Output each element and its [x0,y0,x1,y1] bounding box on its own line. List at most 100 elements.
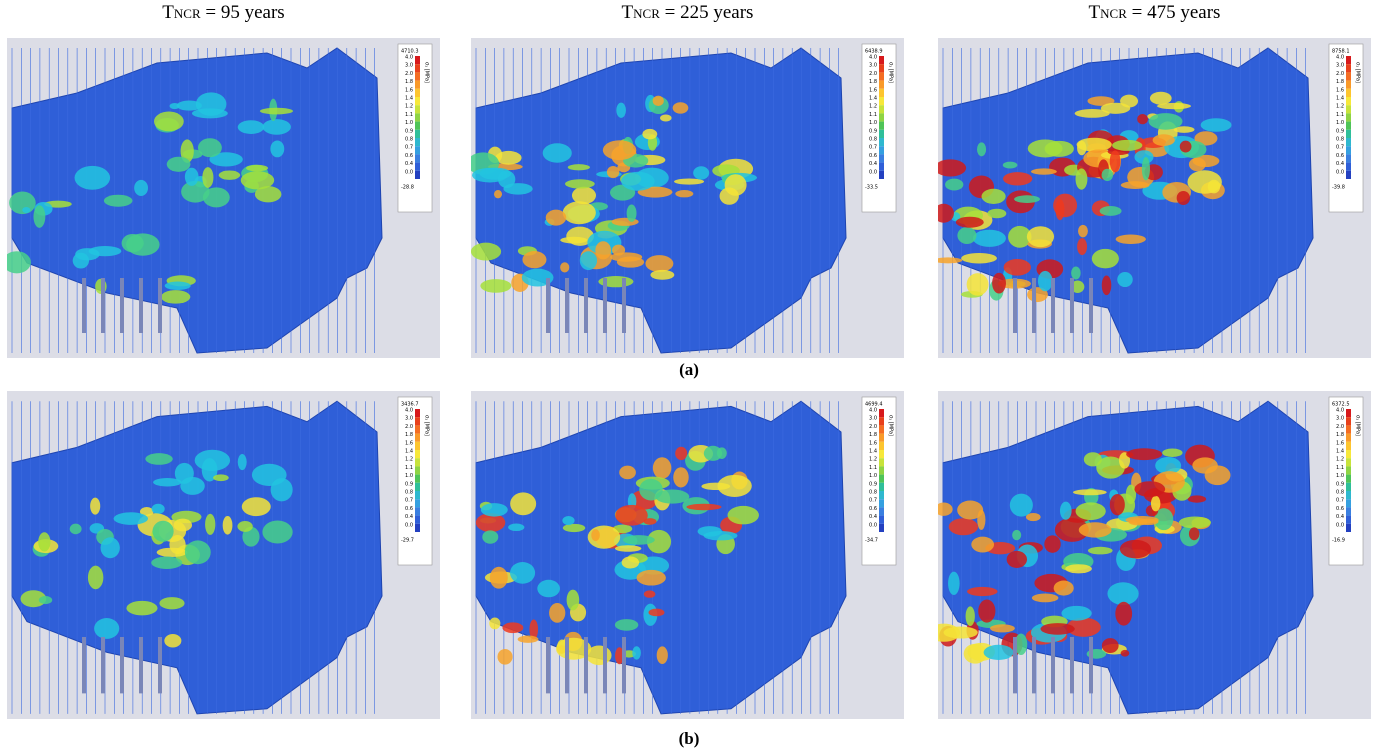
legend-scale-label: 1.8 [1336,432,1344,438]
legend-swatch [879,113,884,122]
legend-swatch [879,162,884,171]
stress-zone [1053,193,1078,218]
stress-zone [1101,275,1112,296]
stress-zone [205,513,216,535]
stress-zone [656,646,668,665]
stress-zone [153,478,182,487]
legend-swatch [1346,146,1351,155]
stress-zone [703,530,738,541]
legend-scale-label: 0.4 [405,514,413,520]
stress-zone [1012,529,1022,541]
stress-zone [1014,195,1040,203]
legend-swatch [415,129,420,138]
legend-swatch [415,162,420,171]
stress-zone [675,446,688,461]
stress-zone [1072,489,1107,496]
legend-scale-label: 1.6 [405,87,413,93]
legend-swatch [415,507,420,516]
legend-swatch [1346,417,1351,426]
legend-scale-label: 1.4 [869,96,877,102]
legend-swatch [1346,162,1351,171]
legend-scale-label: 2.0 [405,424,413,430]
legend-swatch [879,450,884,459]
stress-zone [957,226,977,244]
stress-zone [1141,157,1150,181]
stress-zone [1037,270,1053,292]
stress-zone [169,102,180,110]
stress-zone [1027,139,1063,158]
stress-zone [72,252,90,269]
column-pier [622,637,626,694]
stress-zone [270,140,285,158]
stress-zone [495,150,522,165]
stress-zone [237,453,247,471]
legend-swatch [415,409,420,418]
stress-zone [1014,633,1028,656]
legend-scale-label: 1.1 [405,465,413,471]
stress-zone [615,647,624,665]
legend-scale-label: 1.2 [869,457,877,463]
column-pier [584,637,588,694]
legend-scale-label: 1.1 [405,112,413,118]
legend-scale-label: 1.2 [1336,457,1344,463]
stress-zone [1070,280,1085,293]
legend-min: -28.8 [401,185,414,191]
legend-scale-label: 1.0 [1336,120,1344,126]
stress-zone [1100,102,1131,114]
legend-scale-label: 1.0 [405,120,413,126]
stress-zone [1053,580,1074,596]
stress-zone [262,119,291,135]
legend-scale-label: 0.7 [405,498,413,504]
stress-zone [992,272,1006,294]
stress-zone [560,236,588,244]
column-pier [139,278,143,333]
stress-zone [564,179,595,189]
legend-swatch [415,433,420,442]
legend-swatch [879,105,884,114]
legend-swatch [879,474,884,483]
legend-scale-label: 1.0 [869,120,877,126]
stress-zone [938,502,953,516]
legend-scale-label: 0.0 [1336,169,1344,175]
header-symbol: T [1088,2,1101,23]
column-pier [158,637,162,694]
stress-zone [1074,109,1110,118]
legend-scale-label: 0.9 [1336,128,1344,134]
stress-zone [246,164,268,172]
stress-zone [591,529,600,542]
stress-zone [945,178,964,191]
legend-swatch [1346,138,1351,147]
header-subscript: NCR [1100,6,1127,21]
stress-zone [612,244,626,256]
stress-zone [567,164,590,171]
stress-zone [94,618,120,639]
stress-zone [652,95,664,106]
legend-swatch [1346,105,1351,114]
stress-zone [1112,139,1143,151]
stress-zone [719,187,739,205]
stress-zone [197,138,222,158]
legend-min: -34.7 [865,538,878,544]
stress-zone [1200,118,1232,132]
stress-zone [529,619,539,640]
stress-zone [1087,96,1115,106]
stress-zone [977,142,987,157]
stress-zone [87,565,104,590]
stress-zone [7,251,31,274]
legend-swatch [879,80,884,89]
legend-scale-label: 1.1 [869,112,877,118]
stress-zone [471,242,502,261]
legend-scale-label: 0.7 [869,145,877,151]
stress-zone [623,535,655,545]
legend-scale-label: 0.0 [869,169,877,175]
header-text: = 95 years [200,2,285,23]
stress-zone [1176,190,1191,206]
stress-zone [202,187,230,208]
legend-scale-label: 1.1 [869,465,877,471]
legend-swatch [879,409,884,418]
stress-zone [20,590,47,608]
stress-zone [254,186,282,203]
stress-zone [1134,481,1166,497]
column-pier [1013,278,1017,333]
stress-zone [1149,91,1172,105]
